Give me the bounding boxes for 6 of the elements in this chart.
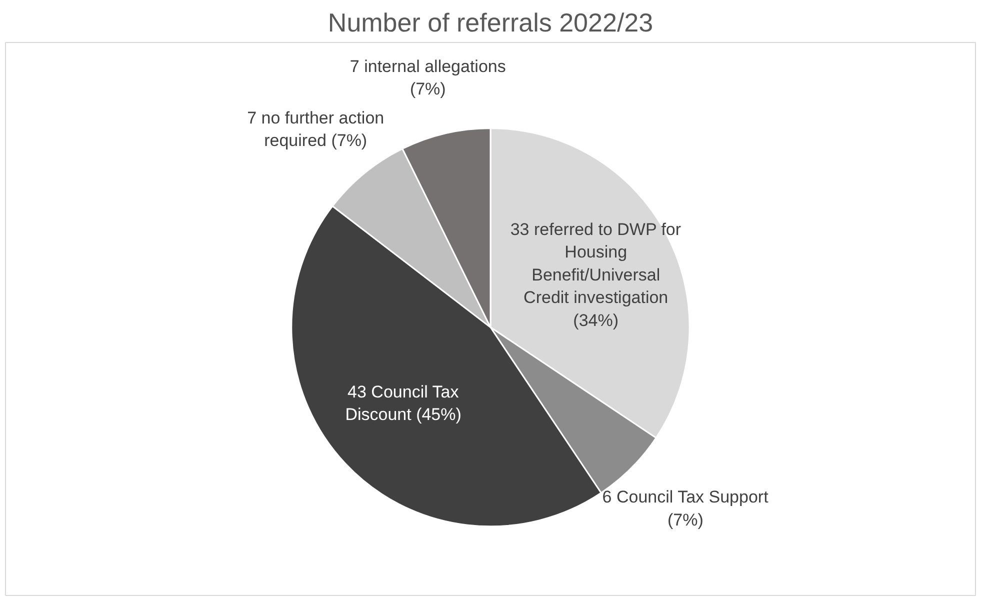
- slice-label: 33 referred to DWP for Housing Benefit/Universal Credit investigation (34%): [510, 220, 682, 330]
- slice-label: 7 internal allegations (7%): [350, 56, 506, 99]
- slice-label: 6 Council Tax Support (7%): [602, 488, 769, 530]
- slice-label: 43 Council Tax Discount (45%): [345, 382, 462, 424]
- slice-label: 7 no further action required (7%): [247, 108, 384, 150]
- chart-title: Number of referrals 2022/23: [328, 8, 654, 38]
